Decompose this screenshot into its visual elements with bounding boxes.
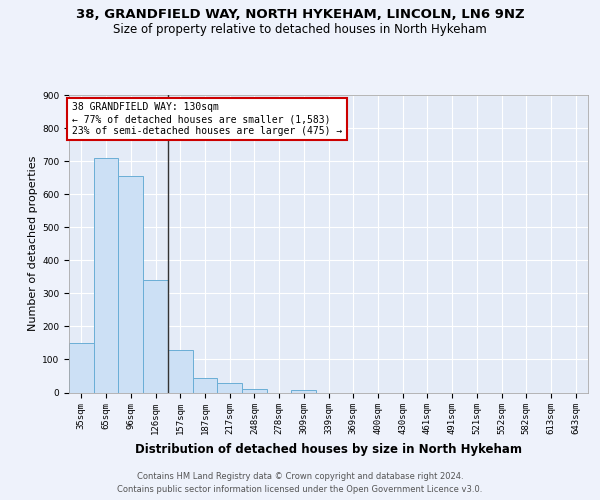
Y-axis label: Number of detached properties: Number of detached properties (28, 156, 38, 332)
Bar (118, 176, 143, 392)
Bar (168, 350, 193, 393)
Text: Distribution of detached houses by size in North Hykeham: Distribution of detached houses by size … (136, 442, 522, 456)
Bar (217, 383, 242, 392)
Bar (69, 343, 94, 392)
Bar (242, 389, 267, 392)
Bar (94, 158, 118, 392)
Text: Contains HM Land Registry data © Crown copyright and database right 2024.: Contains HM Land Registry data © Crown c… (137, 472, 463, 481)
Bar (292, 390, 316, 392)
Text: Contains public sector information licensed under the Open Government Licence v3: Contains public sector information licen… (118, 485, 482, 494)
Text: 38 GRANDFIELD WAY: 130sqm
← 77% of detached houses are smaller (1,583)
23% of se: 38 GRANDFIELD WAY: 130sqm ← 77% of detac… (71, 102, 342, 136)
Text: Size of property relative to detached houses in North Hykeham: Size of property relative to detached ho… (113, 22, 487, 36)
Bar (143, 280, 168, 392)
Bar (193, 378, 217, 392)
Text: 38, GRANDFIELD WAY, NORTH HYKEHAM, LINCOLN, LN6 9NZ: 38, GRANDFIELD WAY, NORTH HYKEHAM, LINCO… (76, 8, 524, 20)
